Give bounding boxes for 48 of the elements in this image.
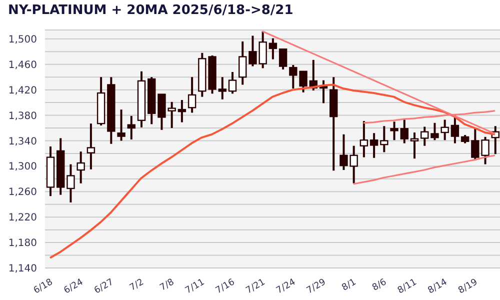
y-tick-label: 1,180 (8, 238, 37, 250)
candlestick (218, 76, 226, 100)
y-tick-label: 1,460 (8, 60, 37, 71)
y-tick-label: 1,140 (8, 264, 37, 275)
x-tick-label: 7/8 (158, 277, 176, 294)
candlestick (370, 132, 378, 159)
candlestick (86, 122, 96, 170)
x-tick-label: 7/21 (244, 277, 268, 296)
candlestick (188, 76, 196, 114)
chart-title: NY-PLATINUM + 20MA 2025/6/18->8/21 (8, 3, 294, 18)
candlestick (278, 48, 288, 70)
candlestick (380, 125, 388, 154)
candlestick (127, 114, 136, 140)
line-series (352, 154, 496, 185)
candlestick (420, 126, 429, 147)
candlestick (400, 117, 408, 144)
candlestick (228, 71, 237, 95)
candlestick (410, 131, 419, 160)
x-tick-label: 6/18 (32, 277, 55, 296)
y-tick-label: 1,500 (8, 34, 37, 46)
x-tick-label: 8/6 (370, 277, 389, 294)
candlestick (440, 118, 449, 142)
x-tick-label: 8/1 (340, 277, 358, 294)
y-tick-label: 1,340 (8, 136, 37, 148)
candlestick (268, 37, 278, 60)
candlestick (178, 99, 186, 124)
x-tick-label: 7/29 (305, 277, 328, 296)
x-tick-label: 6/27 (92, 277, 116, 296)
candlestick (117, 108, 126, 142)
x-tick-label: 7/24 (274, 277, 298, 296)
x-tick-label: 7/2 (128, 277, 146, 294)
candlestick (238, 40, 247, 86)
y-tick-label: 1,380 (8, 110, 37, 122)
x-tick-label: 8/11 (396, 277, 419, 296)
x-tick-label: 6/24 (62, 277, 86, 296)
candlestick (76, 150, 85, 184)
y-tick-label: 1,300 (8, 162, 37, 173)
x-tick-label: 7/16 (214, 277, 237, 296)
x-tick-label: 7/11 (184, 277, 206, 296)
x-tick-label: 8/19 (456, 277, 480, 296)
y-tick-label: 1,260 (8, 187, 37, 198)
candlestick (430, 122, 439, 142)
candlestick (360, 120, 368, 158)
x-tick-label: 8/14 (426, 277, 450, 296)
y-tick-label: 1,220 (8, 212, 37, 224)
y-tick-label: 1,420 (8, 85, 37, 96)
candlestick (66, 163, 75, 204)
candlestick (390, 120, 398, 142)
